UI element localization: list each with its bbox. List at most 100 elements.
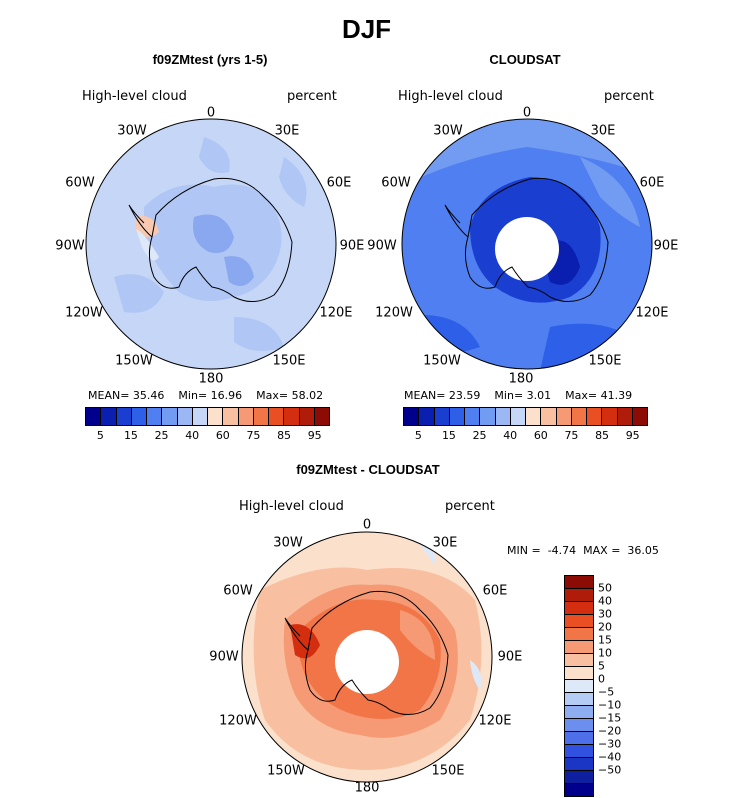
colorbar-tick-label: 85: [595, 429, 610, 442]
colorbar-swatch: [565, 667, 593, 680]
cloud-band: [199, 137, 230, 173]
antarctica-coastline: [304, 590, 449, 715]
colorbar-tick-label: 20: [598, 620, 612, 634]
colorbar-tick-label: 75: [246, 429, 261, 442]
figure-title: DJF: [341, 14, 392, 44]
colorbar-swatch: [565, 706, 593, 719]
cloud-band: [114, 274, 164, 313]
colorbar-swatch: [632, 408, 647, 425]
bias-negative: [470, 660, 482, 690]
colorbar-swatch: [565, 628, 593, 641]
peninsula-coastline: [284, 617, 309, 651]
colorbar-swatch: [480, 408, 496, 425]
colorbar-tick-label: 15: [123, 429, 138, 442]
colorbar-swatch: [541, 408, 557, 425]
bias-max: [290, 624, 320, 659]
colorbar-swatch: [253, 408, 269, 425]
colorbar-tick-label: 50: [598, 581, 612, 595]
colorbar-swatch: [449, 408, 465, 425]
colorbar-diff-ticks: 50 40 30 20 15 10 5 0 −5 −10 −15 −20 −30 −40 −50: [598, 575, 638, 782]
colorbar-diff: [564, 575, 594, 797]
variable-label-model: High-level cloud: [82, 89, 187, 104]
colorbar-tick-label: 0: [598, 672, 605, 686]
cloud-band: [234, 317, 284, 351]
colorbar-swatch: [147, 408, 163, 425]
colorbar-tick-label: 5: [96, 429, 104, 442]
colorbar-swatch: [299, 408, 315, 425]
colorbar-swatch: [565, 576, 593, 589]
colorbar-model: 5 15 25 40 60 75 85 95: [85, 407, 330, 442]
colorbar-swatch: [565, 589, 593, 602]
colorbar-swatch: [208, 408, 224, 425]
panel-title-diff: f09ZMtest - CLOUDSAT: [296, 462, 440, 477]
colorbar-tick-label: 40: [185, 429, 200, 442]
colorbar-tick-label: 10: [598, 646, 612, 660]
colorbar-tick-label: −20: [598, 724, 622, 738]
colorbar-swatch: [101, 408, 117, 425]
colorbar-swatch: [565, 745, 593, 758]
units-label-obs: percent: [604, 89, 654, 104]
colorbar-swatch: [465, 408, 481, 425]
units-label-diff: percent: [445, 499, 495, 514]
stats-diff: MIN = -4.74 MAX = 36.05: [507, 544, 659, 557]
colorbar-tick-label: −30: [598, 737, 622, 751]
stats-obs: MEAN= 23.59 Min= 3.01 Max= 41.39: [404, 389, 633, 402]
colorbar-swatches: [403, 407, 648, 426]
colorbar-swatch: [131, 408, 147, 425]
lon-label: 90E: [339, 238, 365, 254]
antarctica-coastline: [148, 177, 293, 302]
colorbar-swatches: [564, 575, 594, 797]
lon-label: 90W: [209, 649, 239, 665]
colorbar-tick-label: 25: [154, 429, 169, 442]
colorbar-tick-label: −50: [598, 763, 622, 777]
lon-label: 90E: [653, 238, 679, 254]
colorbar-swatch: [495, 408, 511, 425]
colorbar-tick-label: 15: [598, 633, 612, 647]
map-border: [401, 118, 653, 370]
polar-hole: [335, 630, 399, 694]
colorbar-tick-label: 15: [441, 429, 456, 442]
cloud-band: [279, 157, 307, 207]
colorbar-tick-label: 25: [472, 429, 487, 442]
cloud-core: [224, 256, 254, 286]
polar-map-model: [85, 118, 337, 370]
colorbar-swatch: [284, 408, 300, 425]
colorbar-swatch: [602, 408, 618, 425]
peninsula-coastline: [128, 204, 153, 238]
panel-title-obs: CLOUDSAT: [489, 52, 561, 67]
polar-map-diff: [241, 531, 493, 783]
lon-label: 90W: [367, 238, 397, 254]
colorbar-tick-label: −5: [598, 685, 615, 699]
variable-label-diff: High-level cloud: [239, 499, 344, 514]
polar-hole: [495, 217, 559, 281]
stats-model: MEAN= 35.46 Min= 16.96 Max= 58.02: [88, 389, 324, 402]
colorbar-swatch: [404, 408, 420, 425]
cloud-core: [193, 214, 234, 253]
colorbar-swatch: [526, 408, 542, 425]
colorbar-swatch: [238, 408, 254, 425]
peninsula-coastline: [444, 204, 469, 238]
colorbar-tick-label: −10: [598, 698, 622, 712]
colorbar-swatch: [116, 408, 132, 425]
colorbar-swatch: [571, 408, 587, 425]
bias-band: [400, 610, 435, 660]
colorbar-tick-label: 5: [598, 659, 605, 673]
map-border: [85, 118, 337, 370]
colorbar-swatch: [565, 732, 593, 745]
cloud-band: [580, 157, 640, 227]
colorbar-swatch: [565, 602, 593, 615]
lon-label: 180: [508, 371, 534, 387]
colorbar-swatch: [510, 408, 526, 425]
colorbar-tick-label: 85: [277, 429, 292, 442]
colorbar-swatch: [162, 408, 178, 425]
colorbar-tick-label: 95: [307, 429, 322, 442]
colorbar-ticks: 5 15 25 40 60 75 85 95: [85, 426, 330, 442]
colorbar-swatch: [565, 784, 593, 796]
colorbar-swatch: [192, 408, 208, 425]
peninsula-light: [136, 229, 159, 261]
colorbar-tick-label: 60: [533, 429, 548, 442]
colorbar-swatch: [565, 719, 593, 732]
colorbar-swatch: [314, 408, 329, 425]
colorbar-swatch: [565, 771, 593, 784]
colorbar-tick-label: 5: [414, 429, 422, 442]
